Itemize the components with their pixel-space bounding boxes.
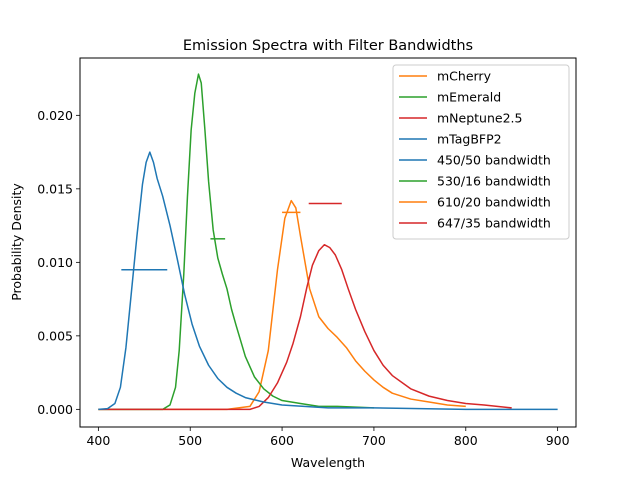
- legend: mCherry mEmerald mNeptune2.5 mTagBFP2 450/50…: [392, 64, 570, 240]
- legend-box: [392, 64, 570, 240]
- y-tick-label: 0.015: [37, 181, 73, 196]
- legend-label: mTagBFP2: [437, 132, 502, 147]
- x-axis: 400 500 600 700 800 900: [86, 427, 570, 448]
- series-line-mcherry: [98, 199, 466, 411]
- legend-label: mCherry: [437, 69, 492, 84]
- x-tick-label: 400: [86, 433, 110, 448]
- x-axis-label: Wavelength: [291, 455, 365, 470]
- x-tick-label: 800: [454, 433, 478, 448]
- series-line-mtagbfp2: [98, 151, 558, 411]
- y-tick-label: 0.005: [37, 328, 73, 343]
- plot-frame: [79, 57, 577, 428]
- y-tick-label: 0.000: [37, 402, 73, 417]
- chart-title: Emission Spectra with Filter Bandwidths: [183, 38, 473, 54]
- legend-label: 610/20 bandwidth: [437, 195, 551, 210]
- legend-label: 647/35 bandwidth: [437, 216, 551, 231]
- y-tick-label: 0.010: [37, 255, 73, 270]
- legend-label: mEmerald: [437, 90, 501, 105]
- y-tick-label: 0.020: [37, 108, 73, 123]
- x-tick-label: 900: [546, 433, 570, 448]
- y-axis-label: Probability Density: [9, 183, 24, 301]
- legend-label: 450/50 bandwidth: [437, 153, 551, 168]
- y-axis: 0.000 0.005 0.010 0.015 0.020: [37, 108, 80, 417]
- legend-label: mNeptune2.5: [437, 111, 522, 126]
- legend-label: 530/16 bandwidth: [437, 174, 551, 189]
- x-tick-label: 700: [362, 433, 386, 448]
- x-tick-label: 600: [270, 433, 294, 448]
- series-line-memerald: [98, 73, 374, 411]
- plot-area: [98, 73, 558, 411]
- series-line-mneptune2-5: [98, 243, 512, 411]
- x-tick-label: 500: [178, 433, 202, 448]
